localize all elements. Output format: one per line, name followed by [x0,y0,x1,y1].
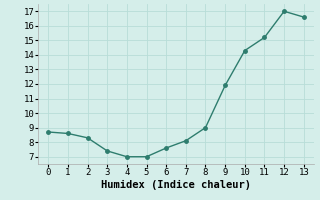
X-axis label: Humidex (Indice chaleur): Humidex (Indice chaleur) [101,180,251,190]
